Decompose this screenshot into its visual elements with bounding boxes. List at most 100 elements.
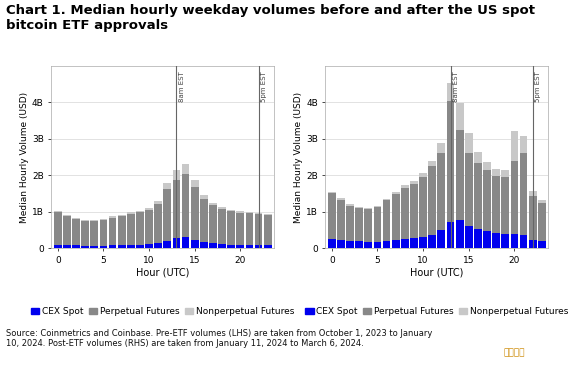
Bar	[474, 152, 482, 163]
Bar	[99, 246, 107, 248]
Bar	[437, 230, 445, 248]
Bar	[364, 242, 372, 248]
Bar	[200, 195, 208, 199]
Bar	[328, 193, 336, 239]
Bar	[501, 170, 509, 177]
Bar	[264, 214, 272, 215]
Bar	[145, 210, 153, 244]
Bar	[54, 245, 62, 248]
Bar	[410, 184, 418, 238]
Bar	[520, 235, 528, 248]
Bar	[246, 212, 254, 213]
Bar	[492, 169, 500, 176]
Bar	[81, 221, 89, 246]
Text: 5pm EST: 5pm EST	[261, 71, 267, 102]
Bar	[255, 245, 263, 248]
Bar	[136, 211, 144, 212]
Bar	[127, 245, 135, 248]
Bar	[127, 212, 135, 214]
Bar	[108, 218, 116, 245]
Bar	[163, 189, 171, 241]
X-axis label: Hour (UTC): Hour (UTC)	[410, 268, 464, 278]
Bar	[328, 192, 336, 193]
Bar	[63, 215, 71, 216]
Bar	[520, 136, 528, 153]
Bar	[419, 173, 427, 177]
Bar	[154, 204, 162, 243]
Legend: CEX Spot, Perpetual Futures, Nonperpetual Futures: CEX Spot, Perpetual Futures, Nonperpetua…	[302, 304, 571, 320]
Bar	[154, 201, 162, 204]
Bar	[346, 204, 354, 206]
Bar	[364, 209, 372, 242]
Bar	[172, 180, 180, 238]
Bar	[182, 174, 190, 237]
Bar	[492, 233, 500, 248]
Bar	[72, 219, 80, 245]
Bar	[218, 244, 226, 248]
Bar	[447, 222, 455, 248]
Bar	[337, 200, 345, 240]
Bar	[200, 242, 208, 248]
Bar	[108, 245, 116, 248]
Bar	[538, 203, 546, 241]
Bar	[529, 191, 537, 196]
Bar	[118, 216, 126, 245]
Bar	[538, 200, 546, 203]
Bar	[264, 215, 272, 245]
Bar	[90, 246, 98, 248]
Bar	[401, 188, 409, 239]
Text: 8am EST: 8am EST	[179, 71, 184, 102]
Bar	[72, 245, 80, 248]
Bar	[328, 239, 336, 248]
Bar	[136, 245, 144, 248]
Bar	[410, 238, 418, 248]
Bar	[99, 220, 107, 246]
Bar	[200, 199, 208, 242]
Bar	[401, 185, 409, 188]
Bar	[529, 196, 537, 240]
Bar	[373, 242, 381, 248]
Bar	[456, 220, 464, 248]
X-axis label: Hour (UTC): Hour (UTC)	[136, 268, 190, 278]
Bar	[529, 240, 537, 248]
Bar	[364, 208, 372, 209]
Bar	[182, 164, 190, 174]
Text: Chart 1. Median hourly weekday volumes before and after the US spot
bitcoin ETF : Chart 1. Median hourly weekday volumes b…	[6, 4, 534, 32]
Bar	[465, 153, 473, 226]
Bar	[163, 241, 171, 248]
Bar	[154, 243, 162, 248]
Bar	[383, 200, 391, 241]
Text: Source: Coinmetrics and Coinbase. Pre-ETF volumes (LHS) are taken from October 1: Source: Coinmetrics and Coinbase. Pre-ET…	[6, 328, 432, 348]
Bar	[447, 101, 455, 222]
Bar	[483, 231, 491, 248]
Bar	[54, 211, 62, 212]
Bar	[492, 176, 500, 233]
Bar	[483, 162, 491, 170]
Bar	[428, 161, 436, 166]
Bar	[437, 143, 445, 153]
Bar	[456, 103, 464, 130]
Bar	[383, 199, 391, 200]
Bar	[410, 181, 418, 184]
Bar	[191, 187, 199, 240]
Bar	[218, 209, 226, 244]
Bar	[264, 245, 272, 248]
Bar	[118, 215, 126, 216]
Bar	[501, 234, 509, 248]
Bar	[355, 208, 363, 241]
Bar	[63, 216, 71, 245]
Bar	[172, 170, 180, 180]
Bar	[72, 218, 80, 219]
Bar	[209, 203, 217, 205]
Bar	[428, 166, 436, 235]
Bar	[337, 240, 345, 248]
Bar	[191, 180, 199, 187]
Bar	[383, 241, 391, 248]
Bar	[63, 245, 71, 248]
Bar	[520, 153, 528, 235]
Bar	[90, 220, 98, 221]
Y-axis label: Median Hourly Volume (USD): Median Hourly Volume (USD)	[20, 91, 29, 223]
Bar	[510, 234, 518, 248]
Bar	[465, 226, 473, 248]
Bar	[99, 219, 107, 220]
